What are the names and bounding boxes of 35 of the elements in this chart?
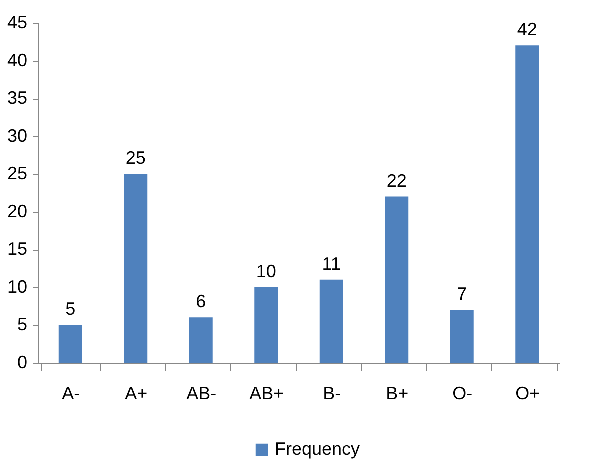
x-tick-label: B- xyxy=(323,384,342,404)
bar xyxy=(516,46,540,363)
data-label: 11 xyxy=(322,254,341,274)
bar xyxy=(58,325,82,363)
data-label: 42 xyxy=(517,20,538,40)
data-label: 25 xyxy=(126,148,146,168)
y-tick-label: 5 xyxy=(17,314,28,335)
y-tick-label: 10 xyxy=(7,276,28,297)
legend-label: Frequency xyxy=(275,439,360,459)
data-label: 6 xyxy=(196,292,206,312)
x-tick-label: O- xyxy=(452,384,473,404)
x-tick-label: AB- xyxy=(186,384,217,404)
y-tick-label: 30 xyxy=(7,126,28,146)
bar xyxy=(254,287,278,363)
bar xyxy=(189,318,213,363)
y-tick-label: 20 xyxy=(7,201,28,222)
y-tick-label: 35 xyxy=(7,88,28,108)
data-label: 10 xyxy=(256,261,276,282)
y-tick-label: 15 xyxy=(7,239,28,260)
y-tick-label: 45 xyxy=(7,12,28,32)
y-tick-label: 25 xyxy=(7,164,28,184)
x-tick-label: A+ xyxy=(125,384,148,404)
x-tick-label: AB+ xyxy=(250,384,284,404)
y-tick-label: 40 xyxy=(7,50,28,70)
bar xyxy=(385,196,409,363)
bar xyxy=(450,310,474,363)
x-tick-label: A- xyxy=(62,384,80,404)
bar xyxy=(320,280,344,363)
x-tick-label: O+ xyxy=(516,384,540,404)
data-label: 5 xyxy=(66,299,76,320)
x-tick-label: B+ xyxy=(386,384,409,404)
bar xyxy=(124,174,148,363)
data-label: 22 xyxy=(386,170,407,191)
y-tick-label: 0 xyxy=(17,352,28,372)
data-label: 7 xyxy=(457,284,468,304)
